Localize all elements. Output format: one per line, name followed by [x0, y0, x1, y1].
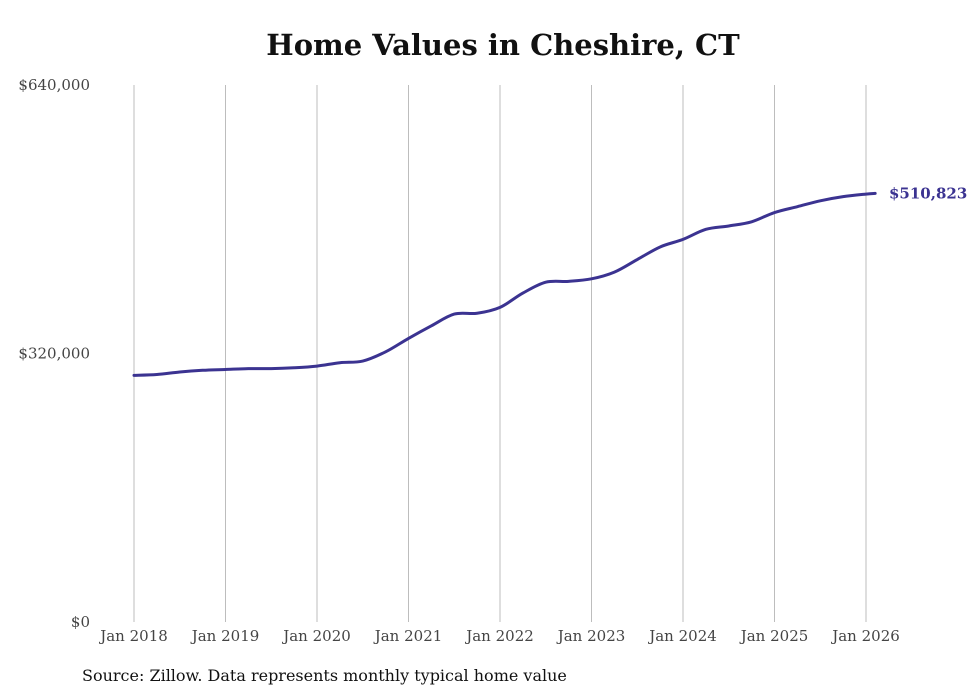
x-tick-label: Jan 2018 — [98, 627, 168, 645]
data-labels: $510,823 — [889, 184, 967, 202]
series-line-0 — [132, 191, 877, 377]
line-chart: $0$320,000$640,000 Jan 2018 Jan 2019 Jan 2… — [18, 76, 967, 645]
grid-lines — [133, 85, 867, 622]
y-axis-tick-labels: $0 $320,000 $640,000 — [18, 76, 90, 631]
x-tick-label: Jan 2020 — [281, 627, 351, 645]
y-tick-label: $320,000 — [18, 345, 90, 363]
x-tick-label: Jan 2021 — [373, 627, 443, 645]
x-tick-label: Jan 2022 — [464, 627, 534, 645]
x-tick-label: Jan 2023 — [556, 627, 626, 645]
source-note: Source: Zillow. Data represents monthly … — [82, 666, 567, 685]
end-value-label: $510,823 — [889, 184, 967, 202]
x-tick-label: Jan 2024 — [647, 627, 717, 645]
series-lines — [132, 191, 877, 377]
x-tick-label: Jan 2026 — [830, 627, 900, 645]
x-axis-tick-labels: Jan 2018 Jan 2019 Jan 2020 Jan 2021 Jan 2022… — [98, 627, 900, 645]
x-tick-label: Jan 2025 — [739, 627, 809, 645]
x-tick-label: Jan 2019 — [190, 627, 260, 645]
y-tick-label: $640,000 — [18, 76, 90, 94]
y-tick-label: $0 — [71, 613, 90, 631]
chart-title: Home Values in Cheshire, CT — [266, 28, 740, 62]
